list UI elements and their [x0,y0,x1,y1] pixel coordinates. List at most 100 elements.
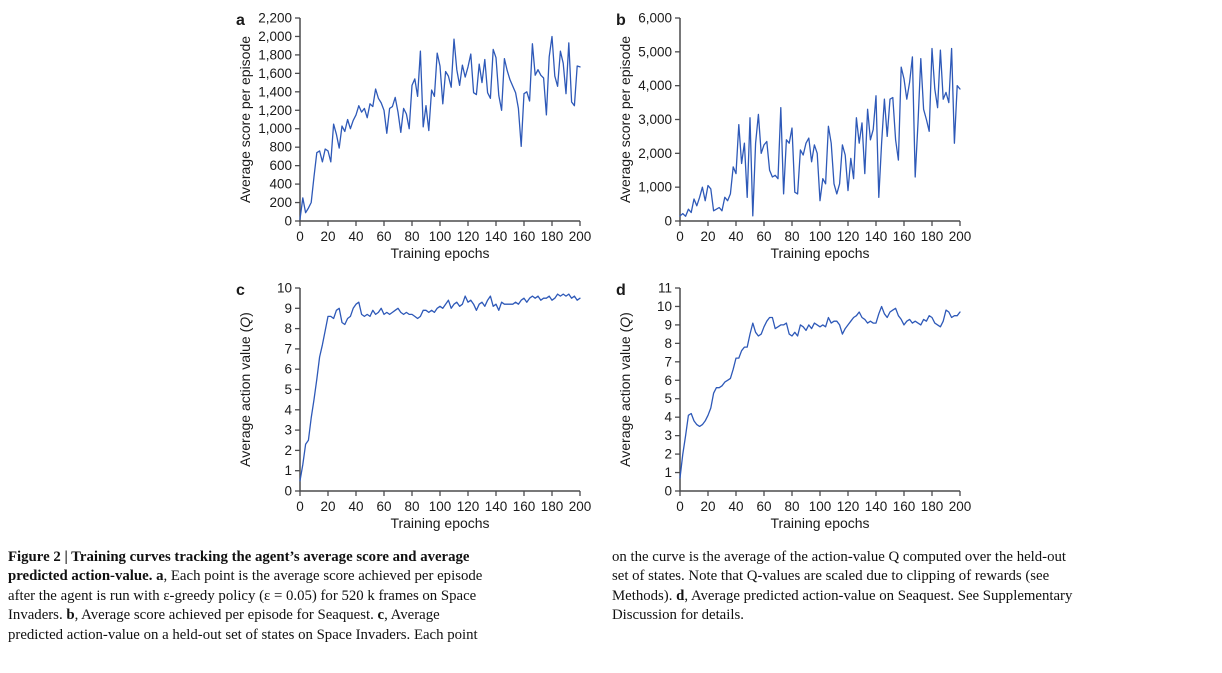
y-tick-label: 3,000 [638,112,672,127]
y-axis-label: Average action value (Q) [617,312,633,467]
x-tick-label: 200 [569,499,592,514]
y-tick-label: 800 [269,140,292,155]
y-tick-label: 9 [284,301,292,316]
y-tick-label: 4 [664,410,672,425]
series-line [679,47,961,217]
chart-panel-a: a 0 200 400 600 800 1,000 1,200 1,400 1,600 1,800 2… [230,4,598,268]
x-tick-label: 60 [756,499,771,514]
x-tick-label: 0 [296,499,304,514]
caption-line: Invaders. b, Average score achieved per … [8,606,482,625]
x-tick-label: 100 [809,499,832,514]
caption-text-segment: after the agent is run with ε-greedy pol… [8,587,477,604]
y-axis-label: Average action value (Q) [237,312,253,467]
caption-text-segment: predicted action-value on a held-out set… [8,626,478,643]
y-axis-label: Average score per episode [617,36,633,203]
x-tick-label: 140 [485,229,508,244]
y-tick-label: 1,800 [258,47,292,62]
y-tick-label: 5 [664,391,672,406]
x-tick-label: 120 [457,229,480,244]
y-tick-label: 6 [664,373,672,388]
x-tick-label: 200 [949,499,972,514]
caption-text-segment: on the curve is the average of the actio… [612,549,1067,565]
x-tick-label: 0 [676,499,684,514]
y-tick-label: 10 [277,281,292,296]
y-tick-label: 10 [657,299,672,314]
x-tick-label: 160 [893,229,916,244]
caption-bold-segment: Figure 2 | Training curves tracking the … [8,549,470,565]
series-line [679,305,961,479]
caption-text-segment: Discussion for details. [612,607,744,624]
panel-letter: d [616,282,626,299]
x-tick-label: 20 [320,499,335,514]
x-tick-label: 140 [485,499,508,514]
y-tick-label: 6,000 [638,11,672,26]
x-tick-label: 0 [676,229,684,244]
y-tick-label: 3 [664,428,672,443]
y-tick-label: 3 [284,423,292,438]
caption-line: Figure 2 | Training curves tracking the … [8,548,482,567]
y-axis-label: Average score per episode [237,36,253,203]
x-tick-label: 60 [376,229,391,244]
x-axis-label: Training epochs [770,515,869,531]
x-tick-label: 200 [569,229,592,244]
x-tick-label: 40 [348,499,363,514]
y-tick-label: 2,000 [258,29,292,44]
x-tick-label: 80 [784,229,799,244]
x-tick-label: 80 [404,229,419,244]
panel-letter: a [236,12,245,29]
caption-text-segment: , Average score achieved per episode for… [74,607,378,624]
axes [679,288,960,492]
caption-line: set of states. Note that Q-values are sc… [612,567,1072,586]
caption-text-segment: Invaders. [8,607,67,624]
y-tick-label: 5 [284,382,292,397]
y-tick-label: 0 [284,484,292,499]
x-axis-label: Training epochs [390,245,489,261]
x-tick-label: 100 [429,499,452,514]
caption-text-segment: , Average predicted action-value on Seaq… [684,587,1073,604]
x-tick-label: 140 [865,229,888,244]
caption-line: Discussion for details. [612,606,1072,625]
x-tick-label: 120 [837,229,860,244]
chart-panel-c: c 0 1 2 3 4 5 6 7 8 9 10 0 20 40 60 80 100 120 140 160 180 200… [230,274,598,538]
y-tick-label: 1,600 [258,66,292,81]
x-tick-label: 20 [700,229,715,244]
caption-text-segment: Methods). [612,587,677,604]
y-tick-label: 1,200 [258,103,292,118]
x-tick-label: 100 [809,229,832,244]
y-tick-label: 8 [664,336,672,351]
chart-b-svg: b 0 1,000 2,000 3,000 4,000 5,000 6,000 0 20 40 60 8… [616,11,971,262]
y-tick-label: 9 [664,317,672,332]
x-tick-label: 80 [784,499,799,514]
y-tick-label: 1 [284,463,292,478]
caption-bold-segment: predicted action-value. a [8,568,164,585]
x-tick-label: 180 [921,499,944,514]
caption-text-segment: , Each point is the average score achiev… [163,568,483,585]
x-tick-label: 100 [429,229,452,244]
y-tick-label: 0 [664,484,672,499]
y-tick-label: 2 [664,447,672,462]
chart-a-svg: a02004006008001,0001,2001,4001,6001,8002… [236,11,592,262]
caption-line: on the curve is the average of the actio… [612,548,1072,567]
series-line [299,35,581,220]
x-tick-label: 20 [320,229,335,244]
y-tick-label: 1 [664,465,672,480]
figure-caption-column-right: on the curve is the average of the actio… [612,548,1072,626]
caption-bold-segment: b [66,607,75,624]
caption-line: predicted action-value on a held-out set… [8,626,482,645]
figure-caption-column-left: Figure 2 | Training curves tracking the … [8,548,482,645]
caption-bold-segment: c [377,607,385,624]
caption-line: after the agent is run with ε-greedy pol… [8,587,482,606]
y-tick-label: 7 [284,341,292,356]
x-tick-label: 140 [865,499,888,514]
x-tick-label: 60 [376,499,391,514]
y-tick-label: 1,400 [258,84,292,99]
x-tick-label: 160 [893,499,916,514]
panel-letter: c [236,282,245,299]
y-tick-label: 4 [284,402,292,417]
x-tick-label: 120 [837,499,860,514]
x-tick-label: 80 [404,499,419,514]
y-tick-label: 5,000 [638,44,672,59]
y-tick-label: 7 [664,354,672,369]
caption-bold-segment: d [676,587,685,604]
